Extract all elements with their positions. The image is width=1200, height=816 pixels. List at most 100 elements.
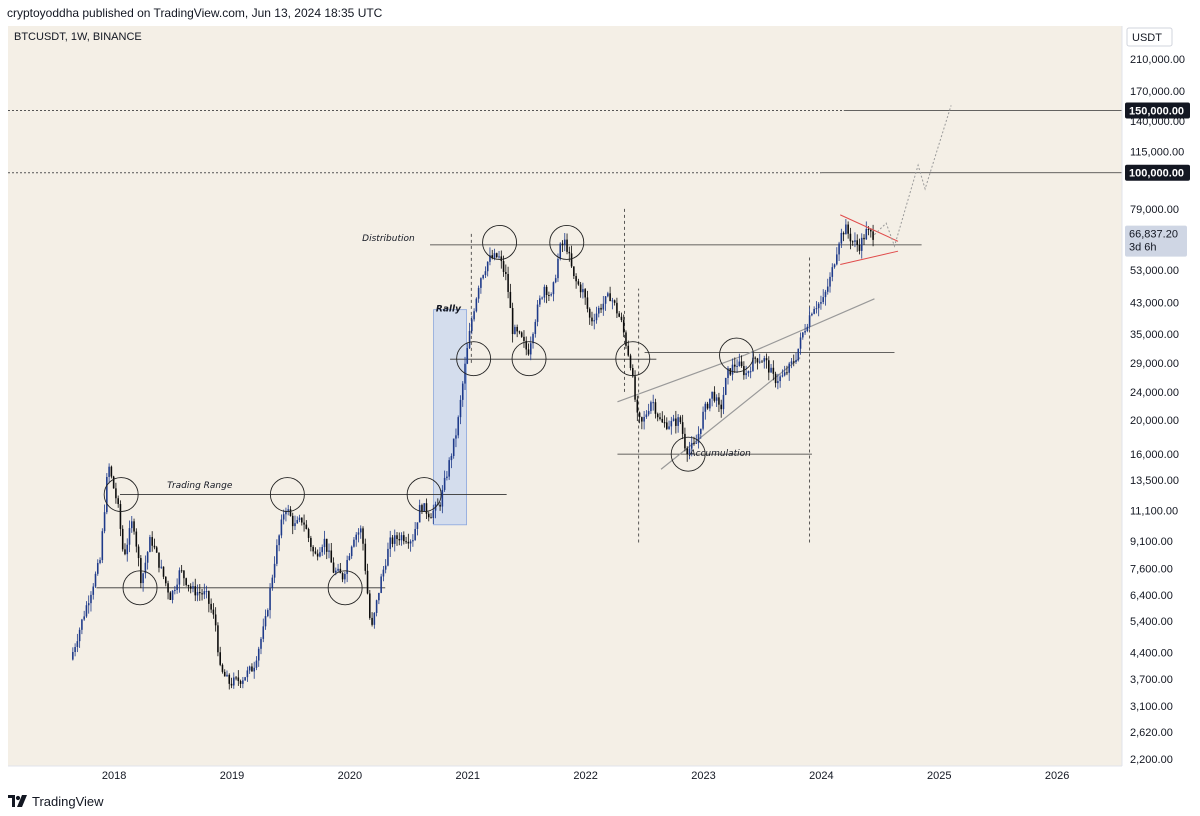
countdown-label: 3d 6h (1129, 242, 1157, 254)
candle-up (781, 375, 784, 377)
candle-up (400, 535, 403, 541)
candle-down (312, 546, 314, 552)
candle-down (366, 570, 369, 594)
candle-up (346, 559, 348, 574)
marked-level-label: 150,000.00 (1129, 105, 1184, 117)
candle-up (670, 420, 673, 427)
candle-up (226, 674, 228, 677)
candle-up (253, 667, 255, 672)
candle-down (391, 537, 394, 544)
candle-down (110, 466, 113, 477)
candle-down (586, 297, 589, 309)
candle-up (271, 577, 274, 589)
candle-down (151, 537, 153, 546)
candle-up (697, 433, 700, 443)
y-tick-label: 53,000.00 (1130, 265, 1179, 277)
candle-up (534, 321, 537, 334)
candle-up (260, 638, 262, 649)
candle-down (217, 625, 219, 653)
candle-up (192, 586, 194, 589)
candle-down (341, 573, 344, 580)
candle-up (74, 646, 76, 652)
candle-down (189, 586, 192, 589)
candle-up (838, 243, 840, 255)
candle-down (162, 566, 165, 577)
y-tick-label: 3,100.00 (1130, 701, 1173, 713)
candle-up (702, 411, 704, 429)
candle-down (525, 340, 528, 350)
y-tick-label: 16,000.00 (1130, 449, 1179, 461)
candle-down (654, 402, 657, 414)
candle-up (643, 416, 645, 422)
candle-up (738, 361, 741, 366)
candle-up (770, 367, 772, 373)
candle-up (817, 303, 820, 309)
candle-up (607, 293, 609, 297)
candle-down (115, 488, 117, 499)
candle-up (473, 311, 475, 320)
candle-up (475, 298, 478, 312)
footer-brand: TradingView (32, 794, 104, 809)
candle-up (359, 528, 362, 533)
candle-down (618, 313, 620, 317)
candle-up (448, 460, 450, 477)
candle-up (262, 626, 265, 639)
currency-box[interactable] (1126, 27, 1173, 47)
candle-down (641, 417, 643, 422)
candle-up (144, 562, 147, 574)
candle-up (783, 372, 786, 376)
candle-up (604, 296, 607, 304)
candle-up (416, 522, 419, 529)
candle-up (232, 677, 235, 686)
candle-down (310, 537, 312, 547)
candle-up (457, 417, 460, 436)
axes: 210,000.00 170,000.00 140,000.00 115,000.00… (8, 26, 1200, 788)
candle-up (280, 519, 283, 536)
candle-up (85, 605, 88, 617)
candle-down (681, 422, 684, 434)
pivot-circle (103, 477, 139, 512)
candle-up (178, 570, 181, 585)
last-price-label: 66,837.20 (1129, 229, 1178, 241)
symbol-label: BTCUSDT, 1W, BINANCE (14, 31, 142, 43)
candle-up (602, 303, 605, 310)
candle-up (688, 448, 691, 455)
candle-down (164, 576, 167, 584)
tradingview-logo[interactable]: TradingView (8, 794, 104, 809)
candle-down (251, 666, 253, 672)
candle-down (502, 261, 505, 272)
candle-down (421, 505, 423, 512)
price-axis[interactable] (1122, 26, 1200, 788)
candle-down (507, 273, 509, 292)
candle-up (443, 477, 446, 490)
candle-up (559, 243, 562, 259)
x-tick-label: 2022 (573, 770, 597, 782)
candle-down (398, 539, 401, 541)
plot-area[interactable]: BTCUSDT, 1W, BINANCE Distribution Rally Tra… (8, 26, 1122, 766)
candle-up (378, 592, 380, 601)
time-axis[interactable] (8, 766, 1122, 788)
candle-up (264, 616, 267, 627)
candle-up (788, 363, 790, 373)
candle-up (412, 540, 414, 542)
candle-down (495, 253, 498, 258)
candle-down (573, 266, 575, 277)
candle-up (267, 610, 269, 617)
candle-down (201, 593, 203, 595)
candle-down (851, 241, 854, 243)
candle-up (471, 319, 473, 332)
candle-up (806, 326, 809, 331)
candle-up (278, 535, 280, 546)
trend-line (660, 357, 801, 470)
candle-up (344, 573, 346, 580)
candle-up (672, 418, 675, 421)
annotation-label-distribution: Distribution (362, 234, 415, 244)
candle-up (804, 330, 806, 333)
candle-up (536, 304, 539, 322)
candle-up (382, 569, 385, 577)
pivot-circle (269, 477, 305, 512)
y-tick-label: 140,000.00 (1130, 116, 1185, 128)
candle-down (858, 244, 861, 251)
candle-up (514, 326, 516, 335)
